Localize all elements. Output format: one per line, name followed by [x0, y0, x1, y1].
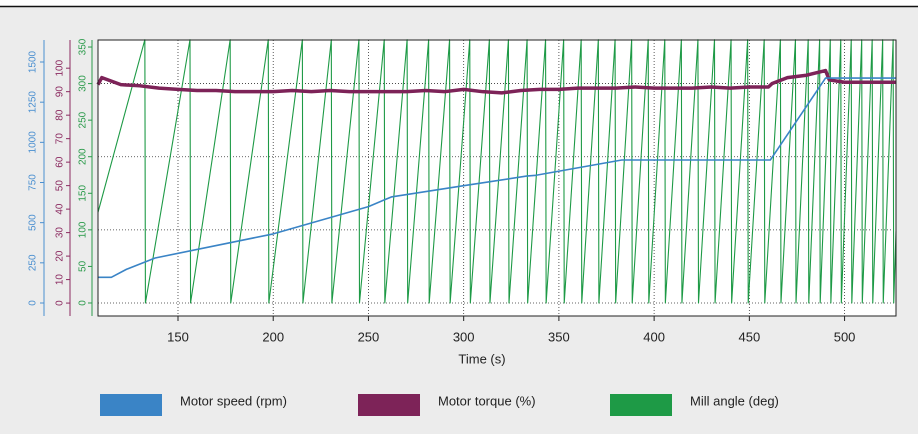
series-line — [97, 39, 897, 304]
y-tick-label: 80 — [55, 109, 66, 121]
y-tick-label: 0 — [28, 300, 39, 306]
y-tick-label: 50 — [78, 260, 89, 272]
y-tick-label: 70 — [55, 133, 66, 145]
x-axis-label: Time (s) — [458, 351, 505, 366]
legend-swatch — [100, 394, 162, 416]
legend-label: Mill angle (deg) — [690, 393, 779, 408]
plot-frame — [97, 39, 897, 317]
y-tick-label: 40 — [55, 203, 66, 215]
y-tick-label: 200 — [78, 148, 89, 165]
legend-label: Motor speed (rpm) — [180, 393, 287, 408]
y-tick-label: 0 — [55, 300, 66, 306]
y-tick-label: 1000 — [28, 131, 39, 154]
x-tick-label: 400 — [643, 329, 665, 344]
x-tick-label: 150 — [167, 329, 189, 344]
x-tick-label: 200 — [262, 329, 284, 344]
y-tick-label: 30 — [55, 227, 66, 239]
y-tick-label: 150 — [78, 185, 89, 202]
x-tick-label: 300 — [453, 329, 475, 344]
y-tick-label: 250 — [28, 254, 39, 271]
y-tick-label: 100 — [55, 59, 66, 76]
y-tick-label: 50 — [55, 180, 66, 192]
y-tick-label: 250 — [78, 111, 89, 128]
y-tick-label: 1250 — [28, 91, 39, 114]
y-tick-label: 350 — [78, 38, 89, 55]
y-tick-label: 60 — [55, 156, 66, 168]
legend-swatch — [358, 394, 420, 416]
y-tick-label: 10 — [55, 274, 66, 286]
legend-swatch — [610, 394, 672, 416]
y-tick-label: 0 — [78, 300, 89, 306]
x-tick-label: 500 — [834, 329, 856, 344]
x-tick-label: 450 — [738, 329, 760, 344]
y-tick-label: 750 — [28, 174, 39, 191]
series-line — [98, 77, 896, 279]
y-tick-label: 100 — [78, 221, 89, 238]
y-tick-label: 20 — [55, 250, 66, 262]
x-tick-label: 250 — [358, 329, 380, 344]
legend-label: Motor torque (%) — [438, 393, 536, 408]
series-line — [96, 68, 896, 95]
y-tick-label: 300 — [78, 75, 89, 92]
y-tick-label: 500 — [28, 214, 39, 231]
y-tick-label: 1500 — [28, 50, 39, 73]
x-tick-label: 350 — [548, 329, 570, 344]
y-tick-label: 90 — [55, 86, 66, 98]
